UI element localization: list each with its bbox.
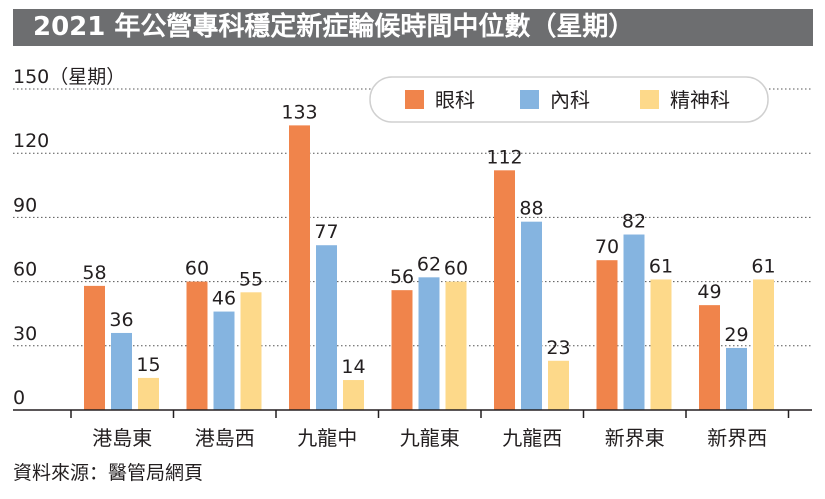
bar — [186, 281, 208, 410]
bar — [316, 245, 337, 410]
data-label: 112 — [486, 146, 522, 168]
title-bar: 2021 年公營專科穩定新症輪候時間中位數（星期） — [13, 9, 813, 46]
bar — [699, 305, 720, 410]
bar — [650, 279, 672, 410]
y-tick-label: 0 — [13, 387, 25, 409]
data-label: 60 — [185, 258, 209, 280]
bars — [84, 125, 774, 410]
bar — [623, 234, 645, 410]
legend-swatch — [520, 90, 539, 109]
source-note: 資料來源：醫管局網頁 — [13, 462, 204, 484]
bar — [213, 311, 235, 410]
data-label: 77 — [314, 221, 338, 243]
data-label: 133 — [281, 101, 317, 123]
bar — [548, 360, 569, 410]
legend-label: 眼科 — [435, 88, 475, 112]
data-label: 60 — [444, 258, 468, 280]
gridlines — [13, 88, 812, 347]
data-label: 61 — [649, 255, 673, 277]
bar — [289, 125, 310, 410]
data-label: 49 — [697, 281, 721, 303]
bar — [753, 279, 774, 410]
data-label: 62 — [417, 253, 441, 275]
data-label: 82 — [622, 211, 646, 233]
bar — [521, 221, 542, 410]
bar — [84, 285, 105, 410]
y-tick-label: 120 — [13, 130, 49, 152]
bar — [596, 260, 618, 410]
x-tick-label: 港島西 — [195, 426, 255, 450]
data-label: 56 — [390, 266, 414, 288]
bar — [418, 277, 440, 410]
legend-box — [369, 76, 769, 123]
data-label: 29 — [724, 324, 748, 346]
x-tick-label: 九龍西 — [502, 426, 562, 450]
x-tick-label: 新界東 — [605, 426, 665, 450]
data-label: 88 — [519, 198, 543, 220]
y-tick-label: 60 — [13, 259, 37, 281]
bar — [726, 347, 747, 410]
legend-swatch — [640, 90, 659, 109]
bar — [391, 290, 413, 410]
data-label: 15 — [136, 354, 160, 376]
bar — [240, 292, 262, 410]
y-tick-label: 30 — [13, 323, 37, 345]
data-label: 55 — [239, 268, 263, 290]
bar — [494, 170, 515, 410]
x-tick-label: 港島東 — [92, 426, 152, 450]
bar — [445, 281, 467, 410]
data-label: 46 — [212, 288, 236, 310]
legend-label: 精神科 — [670, 88, 730, 112]
data-label: 36 — [109, 309, 133, 331]
x-tick-label: 新界西 — [707, 426, 767, 450]
data-label: 61 — [751, 255, 775, 277]
legend-label: 內科 — [550, 88, 590, 112]
x-axis: 港島東 港島西 九龍中 九龍東 九龍西 新界東 新界西 — [13, 409, 812, 450]
legend: 眼科 內科 精神科 — [369, 76, 769, 123]
legend-swatch — [405, 90, 424, 109]
y-axis-label: 150（星期） — [13, 66, 125, 88]
x-tick-label: 九龍東 — [400, 426, 460, 450]
data-label: 58 — [82, 262, 106, 284]
y-axis-ticks: 0 30 60 90 120 150（星期） — [13, 66, 125, 409]
bar — [138, 377, 159, 410]
data-label: 70 — [595, 236, 619, 258]
data-label: 14 — [341, 356, 365, 378]
bar — [111, 332, 132, 410]
bar — [343, 380, 364, 410]
y-tick-label: 90 — [13, 194, 37, 216]
x-tick-label: 九龍中 — [297, 426, 357, 450]
chart-title: 2021 年公營專科穩定新症輪候時間中位數（星期） — [33, 12, 635, 42]
data-label: 23 — [546, 337, 570, 359]
